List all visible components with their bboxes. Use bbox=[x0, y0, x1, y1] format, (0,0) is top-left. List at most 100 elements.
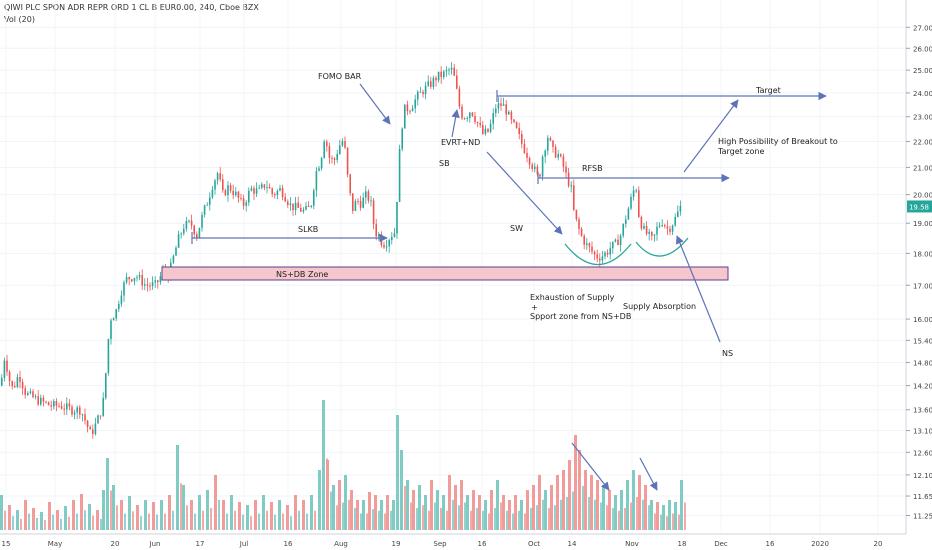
candle-body bbox=[632, 190, 635, 197]
volume-bar bbox=[156, 514, 158, 530]
candle-body bbox=[235, 191, 237, 195]
candle-body bbox=[253, 188, 255, 194]
candle-body bbox=[300, 207, 302, 212]
volume-bar bbox=[572, 491, 574, 530]
volume-bar bbox=[630, 502, 632, 530]
candle-body bbox=[203, 205, 206, 215]
candle-body bbox=[474, 115, 476, 122]
candle-body bbox=[380, 234, 383, 246]
candle-body bbox=[115, 309, 117, 319]
candle-body bbox=[131, 279, 133, 282]
candle-body bbox=[549, 137, 552, 141]
ns-label: NS bbox=[722, 349, 733, 358]
candle-body bbox=[432, 77, 435, 87]
candle-body bbox=[250, 188, 253, 191]
candle-body bbox=[120, 295, 123, 304]
candle-body bbox=[344, 141, 346, 148]
candle-body bbox=[617, 239, 619, 246]
candle-body bbox=[476, 121, 479, 124]
breakout-label-line2: Target zone bbox=[717, 147, 764, 156]
candle-body bbox=[651, 231, 653, 236]
volume-bar bbox=[172, 510, 174, 530]
volume-bar bbox=[110, 490, 112, 530]
candle-body bbox=[534, 166, 536, 169]
volume-bar bbox=[310, 495, 313, 530]
candle-body bbox=[68, 403, 71, 407]
volume-bar bbox=[454, 485, 457, 530]
volume-bar bbox=[16, 510, 19, 530]
candle-body bbox=[328, 146, 331, 158]
sb-label: SB bbox=[439, 159, 450, 168]
volume-bar bbox=[24, 500, 27, 530]
volume-bar bbox=[500, 502, 502, 530]
volume-bar bbox=[380, 500, 383, 530]
price-tick-label: 26.00 bbox=[913, 45, 932, 53]
candle-body bbox=[419, 91, 422, 93]
candle-body bbox=[396, 201, 398, 234]
volume-bar bbox=[56, 510, 59, 530]
candle-body bbox=[302, 209, 305, 212]
candle-body bbox=[284, 197, 286, 202]
candle-body bbox=[456, 75, 458, 89]
volume-bar bbox=[626, 480, 629, 530]
volume-bar bbox=[378, 510, 380, 530]
candle-body bbox=[40, 397, 42, 405]
volume-bar bbox=[482, 510, 484, 530]
candle-body bbox=[201, 214, 203, 228]
candle-body bbox=[671, 225, 674, 232]
candle-body bbox=[53, 401, 55, 407]
volume-bar bbox=[430, 480, 433, 530]
volume-bar bbox=[650, 500, 653, 530]
volume-bar bbox=[32, 508, 35, 530]
candle-body bbox=[183, 228, 185, 234]
candle-body bbox=[263, 184, 266, 188]
volume-bar bbox=[446, 510, 448, 530]
candle-body bbox=[560, 154, 562, 157]
volume-bars bbox=[0, 400, 686, 530]
volume-bar bbox=[8, 505, 11, 530]
volume-bar bbox=[514, 495, 517, 530]
candle-body bbox=[570, 185, 572, 187]
price-tick-label: 16.00 bbox=[913, 316, 932, 324]
candle-body bbox=[242, 198, 245, 206]
candle-body bbox=[552, 140, 554, 148]
volume-bar bbox=[518, 510, 520, 530]
volume-bar bbox=[494, 508, 496, 530]
volume-bar bbox=[12, 516, 14, 530]
volume-bar bbox=[448, 475, 451, 530]
volume-bar bbox=[318, 470, 321, 530]
candle-body bbox=[536, 166, 539, 175]
candle-body bbox=[333, 158, 336, 160]
volume-bar bbox=[210, 508, 212, 530]
volume-bar bbox=[294, 495, 297, 530]
candle-body bbox=[175, 247, 177, 256]
volume-bar bbox=[136, 505, 139, 530]
volume-bar bbox=[684, 502, 686, 530]
candle-body bbox=[151, 282, 154, 287]
volume-bar bbox=[120, 500, 123, 530]
price-tick-label: 21.00 bbox=[913, 164, 932, 172]
volume-bar bbox=[496, 480, 499, 530]
candle-body bbox=[606, 252, 609, 255]
price-tick-label: 12.60 bbox=[913, 449, 932, 457]
candle-body bbox=[21, 381, 24, 389]
volume-bar bbox=[362, 500, 365, 530]
volume-bar bbox=[410, 502, 412, 530]
volume-bar bbox=[234, 510, 236, 530]
volume-bar bbox=[440, 508, 442, 530]
volume-bar bbox=[226, 513, 228, 530]
volume-bar bbox=[544, 490, 547, 530]
candle-body bbox=[97, 415, 99, 424]
volume-bar bbox=[338, 480, 341, 530]
volume-bar bbox=[322, 400, 325, 530]
candle-body bbox=[375, 224, 377, 237]
time-tick-label: 20 bbox=[874, 540, 883, 548]
volume-bar bbox=[290, 516, 292, 530]
candle-body bbox=[271, 188, 273, 195]
volume-bar bbox=[144, 500, 147, 530]
volume-bar bbox=[124, 513, 126, 530]
candle-body bbox=[89, 427, 91, 430]
candle-body bbox=[177, 234, 180, 248]
